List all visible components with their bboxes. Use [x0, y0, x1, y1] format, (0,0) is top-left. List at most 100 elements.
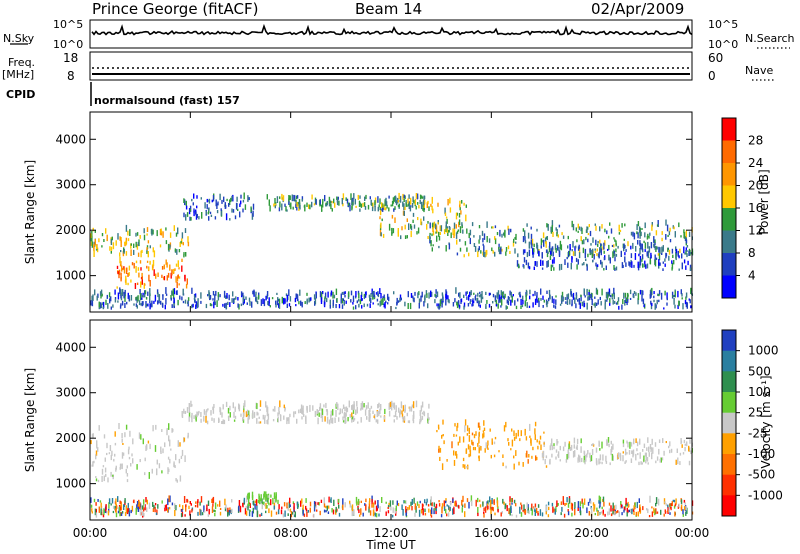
- velocity-pixel: [522, 509, 524, 512]
- power-pixel: [117, 233, 119, 240]
- velocity-pixel: [483, 511, 485, 514]
- power-pixel: [96, 295, 98, 301]
- velocity-pixel: [302, 411, 304, 415]
- power-pixel: [673, 294, 675, 297]
- power-pixel: [664, 258, 666, 262]
- velocity-pixel: [484, 506, 487, 513]
- power-pixel: [623, 292, 625, 299]
- velocity-pixel: [124, 498, 126, 504]
- velocity-pixel: [391, 406, 393, 411]
- velocity-pixel: [656, 511, 659, 514]
- velocity-pixel: [262, 501, 264, 505]
- velocity-pixel: [344, 418, 347, 424]
- power-pixel: [375, 292, 378, 295]
- velocity-pixel: [136, 504, 138, 510]
- velocity-pixel: [425, 501, 428, 506]
- power-pixel: [350, 290, 353, 296]
- power-pixel: [584, 295, 586, 298]
- power-pixel: [606, 299, 608, 302]
- velocity-pixel: [535, 455, 537, 461]
- power-pixel: [524, 240, 527, 244]
- power-pixel: [294, 198, 296, 202]
- velocity-pixel: [612, 455, 614, 461]
- power-pixel: [675, 246, 677, 252]
- power-pixel: [615, 266, 618, 271]
- power-pixel: [331, 208, 333, 212]
- power-pixel: [410, 293, 413, 298]
- velocity-pixel: [251, 511, 254, 517]
- velocity-pixel: [197, 499, 199, 503]
- velocity-pixel: [307, 510, 309, 513]
- velocity-pixel: [442, 434, 444, 437]
- velocity-pixel: [536, 456, 538, 461]
- velocity-pixel: [316, 409, 318, 415]
- power-pixel: [653, 299, 655, 303]
- velocity-pixel: [369, 510, 372, 516]
- power-pixel: [685, 235, 687, 243]
- velocity-pixel: [333, 499, 335, 506]
- power-colorbar-swatch: [722, 253, 736, 276]
- velocity-pixel: [357, 507, 359, 510]
- power-pixel: [457, 229, 460, 232]
- velocity-pixel: [206, 409, 208, 413]
- velocity-pixel: [591, 444, 593, 446]
- power-pixel: [509, 290, 511, 296]
- velocity-pixel: [410, 501, 412, 507]
- power-pixel: [546, 261, 548, 268]
- velocity-pixel: [229, 405, 231, 411]
- power-pixel: [479, 291, 481, 295]
- velocity-pixel: [122, 443, 124, 445]
- power-pixel: [418, 298, 421, 304]
- power-pixel: [124, 289, 126, 296]
- power-pixel: [584, 248, 587, 255]
- power-pixel: [387, 302, 389, 305]
- velocity-pixel: [154, 506, 156, 513]
- power-pixel: [336, 196, 338, 200]
- velocity-pixel: [590, 507, 593, 514]
- velocity-pixel: [325, 402, 327, 409]
- power-pixel: [281, 203, 283, 211]
- velocity-pixel: [573, 437, 576, 444]
- power-pixel: [441, 300, 443, 308]
- power-pixel: [444, 212, 447, 216]
- power-pixel: [211, 199, 213, 203]
- velocity-pixel: [464, 511, 466, 518]
- velocity-colorbar-frame: [721, 329, 737, 517]
- velocity-pixel: [111, 450, 113, 456]
- power-pixel: [195, 214, 198, 220]
- power-pixel: [382, 233, 385, 238]
- velocity-pixel: [566, 497, 568, 503]
- velocity-pixel: [158, 463, 161, 469]
- power-pixel: [363, 202, 366, 207]
- velocity-pixel: [621, 512, 623, 516]
- power-pixel: [173, 225, 175, 231]
- power-pixel: [180, 240, 182, 244]
- power-pixel: [415, 193, 418, 199]
- power-pixel: [495, 304, 498, 307]
- power-pixel: [560, 263, 563, 270]
- power-pixel: [528, 266, 531, 270]
- power-pixel: [126, 301, 128, 305]
- power-pixel: [413, 224, 416, 229]
- velocity-pixel: [685, 505, 687, 511]
- power-pixel: [352, 197, 354, 202]
- power-pixel: [296, 207, 298, 211]
- power-pixel: [478, 225, 481, 229]
- velocity-pixel: [669, 449, 671, 454]
- power-pixel: [169, 244, 171, 249]
- power-pixel: [420, 295, 422, 302]
- power-pixel: [624, 256, 626, 263]
- power-pixel: [93, 250, 95, 257]
- power-pixel: [547, 251, 549, 254]
- power-pixel: [677, 304, 679, 309]
- power-pixel: [135, 232, 137, 237]
- power-pixel: [432, 244, 434, 247]
- velocity-pixel: [291, 511, 294, 515]
- power-pixel: [669, 239, 672, 243]
- power-pixel: [363, 293, 366, 297]
- power-pixel: [232, 291, 234, 297]
- velocity-pixel: [574, 509, 576, 516]
- power-pixel: [586, 264, 588, 271]
- power-pixel: [341, 304, 344, 309]
- power-pixel: [129, 229, 131, 236]
